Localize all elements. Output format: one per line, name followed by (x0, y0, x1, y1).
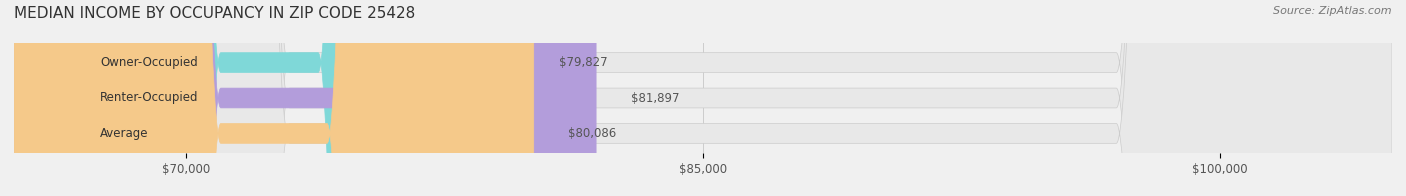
Text: Source: ZipAtlas.com: Source: ZipAtlas.com (1274, 6, 1392, 16)
Text: Average: Average (100, 127, 149, 140)
Text: $81,897: $81,897 (630, 92, 679, 104)
Text: Owner-Occupied: Owner-Occupied (100, 56, 198, 69)
Text: MEDIAN INCOME BY OCCUPANCY IN ZIP CODE 25428: MEDIAN INCOME BY OCCUPANCY IN ZIP CODE 2… (14, 6, 415, 21)
Text: $80,086: $80,086 (568, 127, 616, 140)
Text: $79,827: $79,827 (560, 56, 607, 69)
FancyBboxPatch shape (14, 0, 524, 196)
Text: Renter-Occupied: Renter-Occupied (100, 92, 198, 104)
FancyBboxPatch shape (14, 0, 1392, 196)
FancyBboxPatch shape (14, 0, 596, 196)
FancyBboxPatch shape (14, 0, 534, 196)
FancyBboxPatch shape (14, 0, 1392, 196)
FancyBboxPatch shape (14, 0, 1392, 196)
